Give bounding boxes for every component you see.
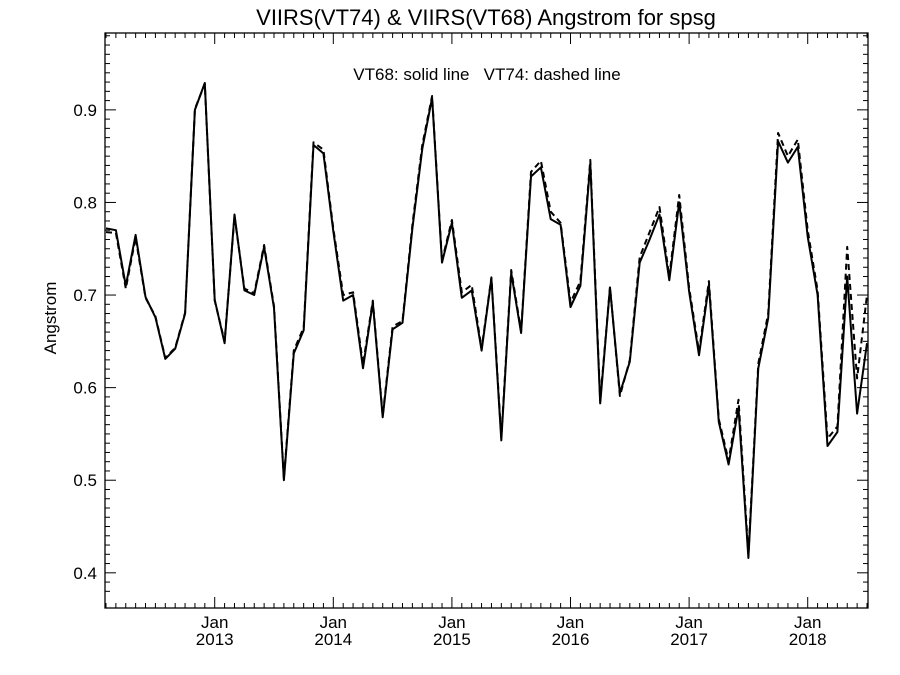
x-tick-label-month: Jan [794, 613, 821, 632]
y-tick-label: 0.6 [73, 379, 97, 398]
y-tick-label: 0.9 [73, 101, 97, 120]
axis-ticks [105, 33, 868, 608]
series-annotation: VT68: solid line VT74: dashed line [353, 65, 620, 84]
chart-title: VIIRS(VT74) & VIIRS(VT68) Angstrom for s… [256, 5, 716, 30]
x-tick-label-year: 2014 [314, 630, 352, 649]
x-tick-label-year: 2017 [670, 630, 708, 649]
x-tick-label-year: 2013 [196, 630, 234, 649]
tick-labels: 0.40.50.60.70.80.9Jan2013Jan2014Jan2015J… [73, 101, 826, 649]
plot-frame [104, 32, 869, 609]
y-tick-label: 0.8 [73, 193, 97, 212]
x-tick-label-month: Jan [675, 613, 702, 632]
x-tick-label-month: Jan [438, 613, 465, 632]
x-tick-label-month: Jan [320, 613, 347, 632]
series-line-vt68 [105, 82, 868, 559]
y-tick-label: 0.5 [73, 471, 97, 490]
x-tick-label-year: 2015 [433, 630, 471, 649]
series-line-vt74 [105, 82, 868, 556]
y-tick-label: 0.4 [73, 564, 97, 583]
x-tick-label-year: 2018 [789, 630, 827, 649]
x-tick-label-month: Jan [201, 613, 228, 632]
x-tick-label-year: 2016 [552, 630, 590, 649]
y-tick-label: 0.7 [73, 286, 97, 305]
x-tick-label-month: Jan [557, 613, 584, 632]
y-axis-label: Angstrom [41, 282, 60, 355]
series-lines [105, 82, 868, 559]
